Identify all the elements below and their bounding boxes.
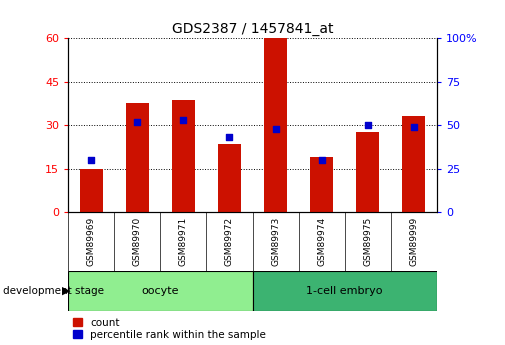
Text: oocyte: oocyte [141,286,179,296]
Point [133,119,141,124]
Text: GSM89971: GSM89971 [179,217,188,266]
Text: GSM89972: GSM89972 [225,217,234,266]
Text: GSM89999: GSM89999 [409,217,418,266]
Point [318,157,326,162]
Bar [402,116,425,212]
Text: development stage: development stage [3,286,104,296]
Bar [80,169,103,212]
Text: 1-cell embryo: 1-cell embryo [307,286,383,296]
Bar [356,132,379,212]
Text: GSM89974: GSM89974 [317,217,326,266]
Text: GSM89970: GSM89970 [133,217,142,266]
Bar [310,157,333,212]
Point [179,117,187,122]
Bar [126,103,149,212]
Bar [252,271,437,310]
Bar [218,144,241,212]
Point [364,122,372,128]
Text: ▶: ▶ [62,286,70,296]
Title: GDS2387 / 1457841_at: GDS2387 / 1457841_at [172,21,333,36]
Point [272,126,280,131]
Point [410,124,418,130]
Text: GSM89975: GSM89975 [363,217,372,266]
Point [225,135,233,140]
Text: GSM89973: GSM89973 [271,217,280,266]
Point [87,157,95,162]
Legend: count, percentile rank within the sample: count, percentile rank within the sample [73,318,266,340]
Bar [172,100,195,212]
Text: GSM89969: GSM89969 [87,217,96,266]
Bar [68,271,252,310]
Bar [264,38,287,212]
